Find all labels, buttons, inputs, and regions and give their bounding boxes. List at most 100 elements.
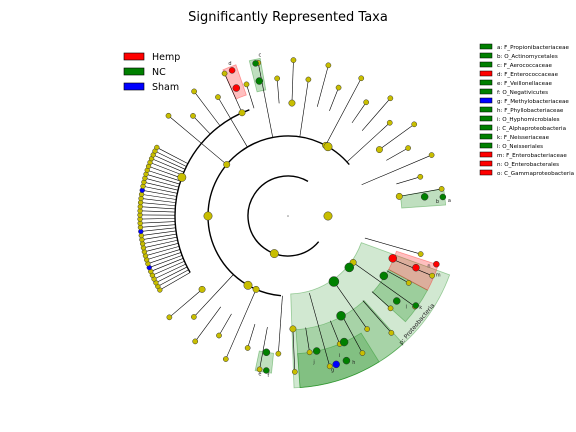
internal-node	[198, 285, 206, 293]
internal-node	[177, 172, 187, 182]
biomarker-node	[252, 60, 259, 67]
leaf-branch	[140, 221, 176, 224]
leaf-branch	[143, 181, 179, 191]
leaf-branch	[141, 233, 177, 240]
taxa-swatch-j	[479, 124, 493, 131]
leaf-branch	[147, 169, 181, 182]
legend-label-sham: Sham	[152, 82, 179, 93]
internal-node	[395, 192, 403, 200]
taxa-label-i: i: O_Hyphomicrobiales	[497, 117, 560, 123]
taxa-label-n: n: O_Enterobacterales	[497, 162, 559, 168]
leaf-branch	[386, 147, 409, 161]
leaf-branch	[140, 206, 176, 210]
internal-node	[288, 99, 296, 107]
leaf-node	[325, 62, 332, 69]
taxa-label-g: g: F_Methylobacteriaceae	[497, 99, 569, 105]
leaf-node	[215, 94, 221, 100]
leaf-branch	[169, 289, 203, 318]
group-legend: Hemp NC Sham	[123, 52, 180, 93]
clade-letter-j: j	[312, 360, 314, 366]
clade-letter-m: m	[436, 273, 441, 279]
leaf-branch	[194, 306, 222, 342]
leaf-node	[291, 369, 298, 375]
leaf-branch	[362, 300, 392, 334]
taxa-swatch-m	[479, 151, 493, 158]
clade-letter-d: d	[228, 61, 231, 67]
leaf-branch	[247, 323, 256, 349]
leaf-branch	[292, 328, 296, 372]
leaf-branch	[224, 73, 243, 113]
leaf-node	[165, 112, 172, 119]
leaf-node	[326, 363, 333, 370]
leaf-node	[216, 332, 222, 339]
leaf-branch	[151, 158, 184, 173]
leaf-branch	[145, 246, 180, 257]
leaf-branch	[141, 194, 177, 200]
leaf-node	[190, 113, 196, 119]
leaf-node	[166, 314, 173, 321]
taxa-swatch-d	[479, 70, 493, 77]
clade-letter-b: b	[436, 199, 439, 205]
leaf-node	[221, 70, 228, 77]
leaf-branch	[145, 173, 180, 185]
leaf-branch	[156, 147, 188, 164]
clade-shading	[222, 57, 451, 389]
leaf-branch	[329, 87, 339, 111]
biomarker-node	[342, 356, 351, 365]
leaf-branch	[140, 227, 176, 232]
leaf-branch	[309, 293, 330, 367]
legend-swatch-nc	[123, 67, 145, 76]
leaf-node	[154, 144, 160, 151]
leaf-node	[417, 251, 424, 257]
leaf-branch	[330, 320, 340, 345]
leaf-branch	[305, 327, 310, 353]
leaf-branch	[352, 262, 416, 307]
leaf-branch	[218, 313, 232, 336]
legend-swatch-hemp	[123, 52, 145, 61]
leaf-node	[388, 329, 395, 336]
clade-letter-l: l	[406, 304, 407, 310]
taxa-label-l: l: O_Neisseriales	[497, 144, 543, 150]
taxa-swatch-f	[479, 88, 493, 95]
leaf-branch	[316, 65, 329, 107]
taxa-swatch-c	[479, 61, 493, 68]
leaf-branch	[364, 237, 421, 255]
leaf-node	[243, 81, 250, 88]
taxa-label-o: o: C_Gammaproteobacteria	[497, 171, 574, 177]
leaf-branch	[147, 252, 182, 264]
leaf-node	[274, 75, 281, 82]
leaf-branch	[276, 78, 280, 104]
leaf-branch	[192, 115, 211, 135]
internal-node	[252, 285, 260, 293]
leaf-node	[438, 186, 445, 192]
leaf-branch	[150, 258, 184, 272]
taxa-swatch-h	[479, 106, 493, 113]
leaf-branch	[140, 202, 176, 207]
taxa-legend: a: F_Propionibacteriaceae b: O_Actinomyce…	[479, 43, 574, 177]
leaf-node	[363, 99, 370, 106]
leaf-branch	[257, 62, 274, 138]
leaf-branch	[299, 79, 309, 137]
leaf-branch	[155, 266, 188, 283]
leaf-node	[429, 272, 435, 279]
leaf-branch	[361, 98, 391, 131]
taxa-label-m: m: F_Enterobacteriaceae	[497, 153, 567, 159]
leaf-branch	[259, 327, 268, 370]
internal-node	[289, 325, 297, 333]
leaf-node	[306, 349, 313, 356]
biomarker-node	[412, 302, 420, 309]
leaf-branch	[193, 91, 221, 126]
internal-node	[243, 280, 253, 290]
leaf-branch	[142, 185, 178, 194]
leaf-branch	[399, 188, 442, 197]
root-node	[287, 215, 289, 217]
biomarker-node	[262, 348, 271, 357]
clade-letter-c: c	[258, 52, 261, 58]
leaf-node	[256, 366, 263, 373]
leaf-node	[290, 57, 297, 63]
leaf-branch	[141, 230, 177, 236]
cladogram-nodes	[137, 57, 447, 375]
internal-node	[375, 146, 383, 154]
biomarker-node	[232, 84, 241, 92]
taxa-swatch-e	[479, 79, 493, 86]
